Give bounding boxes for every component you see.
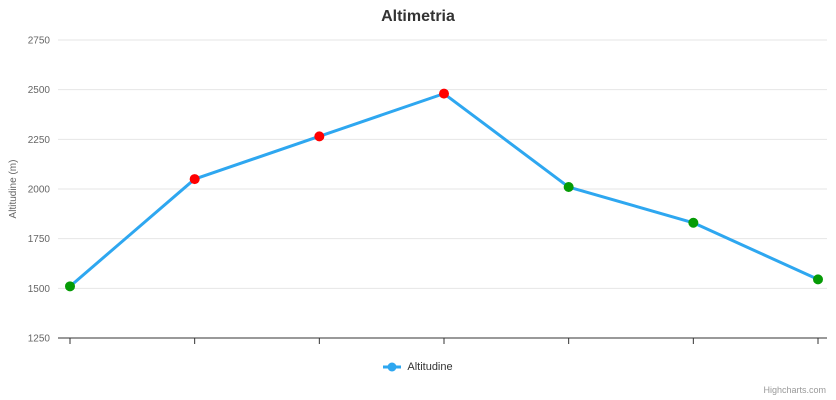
legend-label: Altitudine xyxy=(407,361,453,373)
data-point[interactable] xyxy=(65,281,75,292)
y-tick-label: 1250 xyxy=(28,334,51,345)
chart-title: Altimetria xyxy=(381,8,455,25)
data-point[interactable] xyxy=(189,174,200,185)
series-line xyxy=(68,92,820,288)
data-point[interactable] xyxy=(688,217,699,228)
y-tick-label: 2500 xyxy=(28,85,51,96)
data-point[interactable] xyxy=(314,131,325,142)
highcharts-credit-link[interactable]: Highcharts.com xyxy=(763,385,826,395)
legend-line-marker-icon xyxy=(383,362,402,372)
y-tick-label: 2750 xyxy=(28,36,51,47)
y-tick-label: 2250 xyxy=(28,135,51,146)
y-tick-label: 1500 xyxy=(28,284,51,295)
legend-marker xyxy=(387,362,397,372)
y-tick-label: 1750 xyxy=(28,234,51,245)
data-point[interactable] xyxy=(813,274,823,285)
data-point[interactable] xyxy=(563,182,574,193)
data-point[interactable] xyxy=(439,88,449,99)
y-tick-label: 2000 xyxy=(28,185,51,196)
legend-item-altitudine[interactable]: Altitudine xyxy=(0,361,836,373)
